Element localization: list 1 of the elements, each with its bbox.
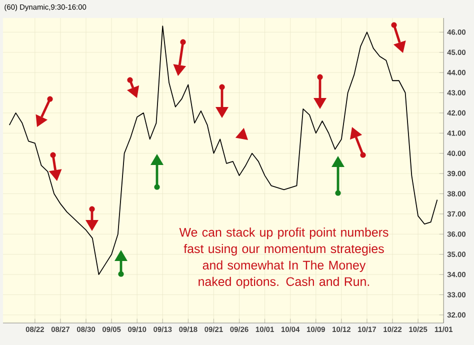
annotation: We can stack up profit point numbers fast using our momentum strategies and somewhat In The Money naked options. Cash and Run. xyxy=(179,228,388,288)
